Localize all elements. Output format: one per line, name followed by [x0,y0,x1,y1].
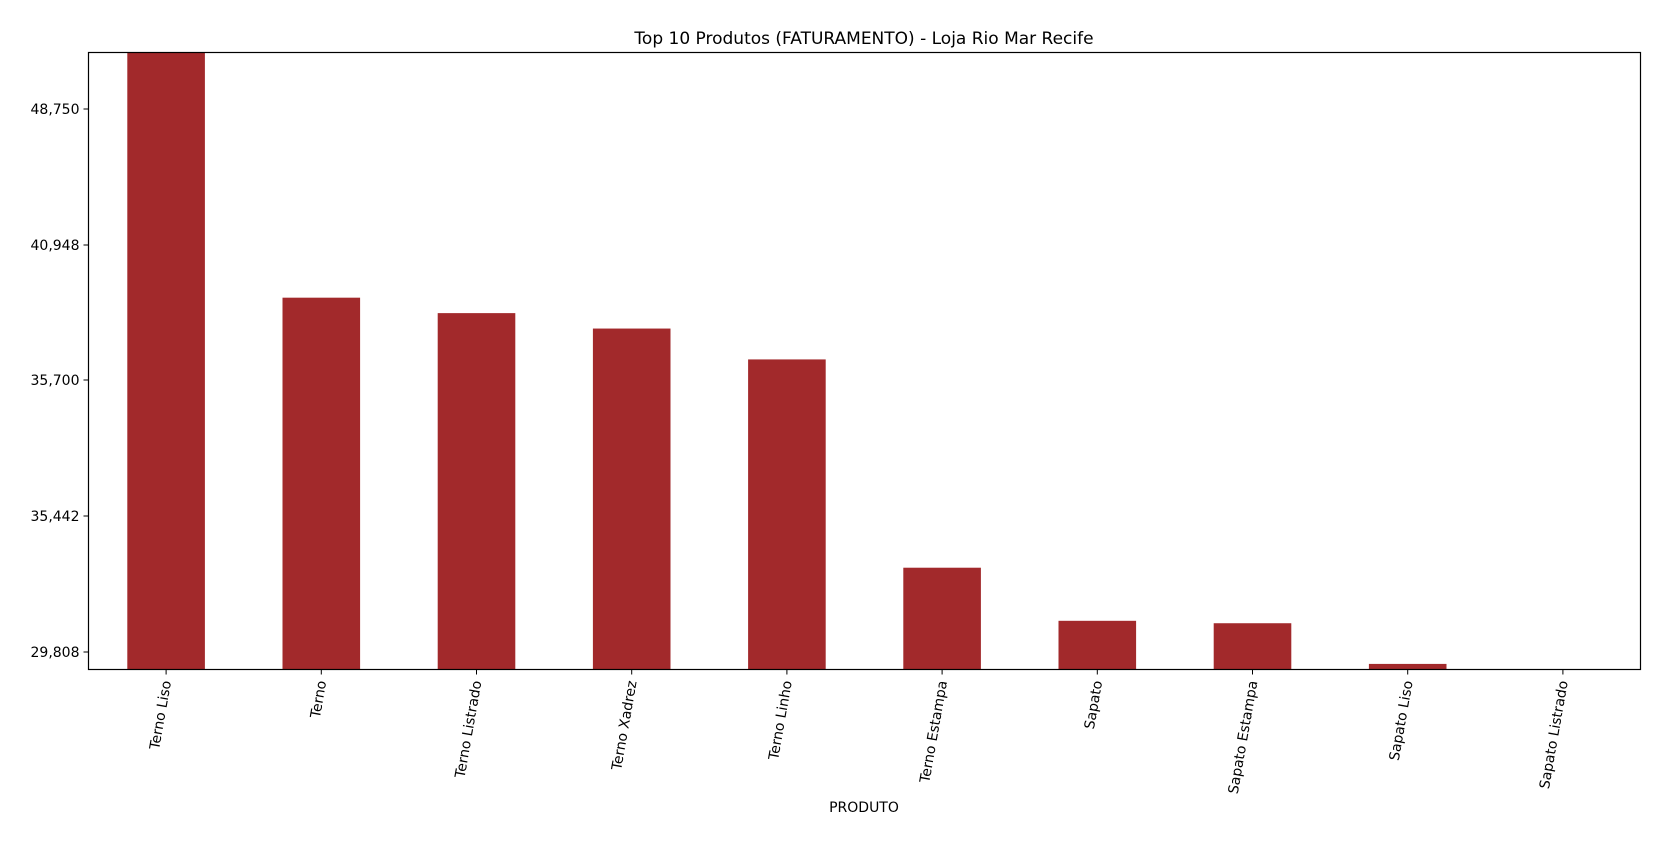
y-tick-label: 40,948 [31,238,80,254]
bar-terno [282,297,361,670]
x-tick-label: Sapato Listrado [1537,679,1572,790]
y-tick-label: 48,750 [31,102,80,118]
x-tick-label: Sapato Liso [1387,679,1417,762]
x-tick-label: Terno [308,679,330,720]
x-tick-label: Terno Listrado [452,679,485,780]
plot-area-frame [87,51,1642,671]
x-axis-label: PRODUTO [829,800,899,816]
y-axis: 48,750 40,948 35,700 35,442 29,808 [31,102,89,661]
bar-terno-estampa [903,567,981,670]
x-tick-label: Sapato [1082,679,1106,730]
bar-sapato [1058,620,1137,670]
x-axis: Terno Liso Terno Terno Listrado Terno Xadre… [147,669,1572,795]
bar-terno-linho [748,359,826,670]
y-tick-label: 35,700 [31,373,80,389]
x-tick-label: Terno Estampa [917,679,951,785]
x-tick-label: Terno Liso [147,679,175,751]
x-tick-label: Terno Xadrez [609,679,641,772]
bar-terno-liso [127,52,205,670]
y-tick-label: 35,442 [31,509,80,525]
chart-title: Top 10 Produtos (FATURAMENTO) - Loja Rio… [633,29,1093,49]
y-tick-label: 29,808 [31,645,80,661]
bars-group [127,52,1447,670]
x-tick-label: Sapato Estampa [1226,679,1262,795]
bar-terno-xadrez [592,328,671,670]
bar-sapato-liso [1368,663,1447,670]
bar-terno-listrado [437,313,516,670]
bar-sapato-estampa [1213,623,1292,670]
x-tick-label: Terno Linho [766,679,796,762]
